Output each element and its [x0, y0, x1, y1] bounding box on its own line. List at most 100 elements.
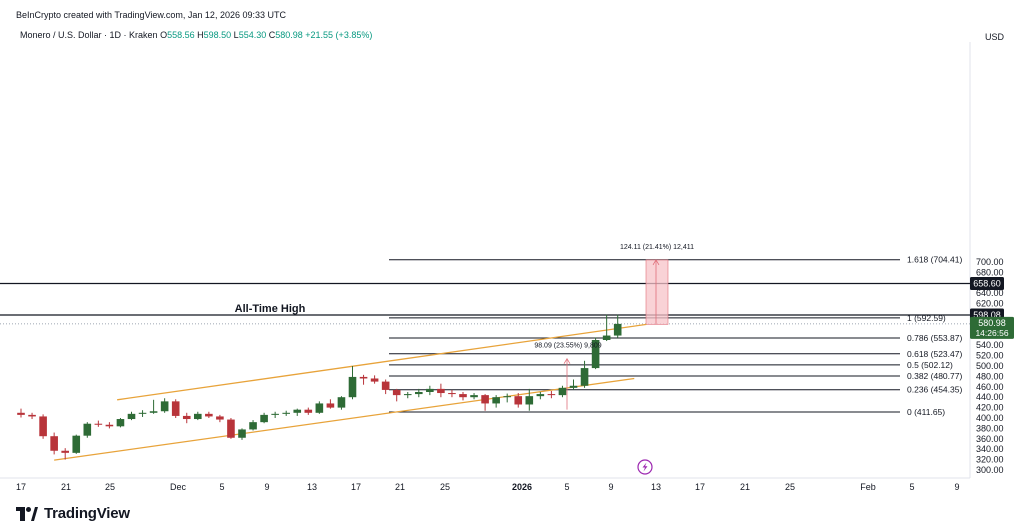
candle[interactable]: [392, 388, 401, 402]
measure-label: 98.09 (23.55%) 9,809: [534, 343, 601, 350]
y-tick-label: 360.00: [976, 434, 1004, 444]
candle[interactable]: [304, 407, 313, 415]
candle-body: [437, 388, 445, 394]
fib-level-label: 0 (411.65): [907, 407, 945, 417]
x-tick-label: 25: [785, 482, 795, 492]
currency-label[interactable]: USD: [985, 32, 1005, 42]
candle[interactable]: [216, 414, 224, 423]
x-tick-label: 21: [395, 482, 405, 492]
candle[interactable]: [227, 418, 235, 439]
candle[interactable]: [426, 385, 434, 396]
candle-body: [492, 397, 500, 404]
candle[interactable]: [194, 411, 202, 421]
candle[interactable]: [536, 392, 545, 400]
candle-body: [459, 394, 467, 398]
candle[interactable]: [481, 394, 489, 411]
symbol-name[interactable]: Monero / U.S. Dollar · 1D · Kraken: [20, 30, 158, 40]
candle[interactable]: [171, 399, 180, 418]
target-measure-label: 124.11 (21.41%) 12,411: [620, 244, 694, 251]
candle-body: [525, 396, 534, 405]
candle[interactable]: [105, 422, 114, 429]
candle-body: [558, 387, 567, 396]
candle-body: [448, 393, 456, 395]
candle[interactable]: [182, 412, 191, 424]
channel-upper-line[interactable]: [117, 323, 647, 401]
candle-body: [116, 419, 125, 427]
candle[interactable]: [127, 411, 136, 421]
last-price-text: 580.98: [978, 318, 1006, 328]
fib-level-label: 0.5 (502.12): [907, 360, 953, 370]
candle[interactable]: [271, 411, 279, 418]
x-tick-label: 25: [440, 482, 450, 492]
candle[interactable]: [558, 385, 567, 398]
candle[interactable]: [249, 420, 257, 431]
candle[interactable]: [138, 410, 147, 417]
candle[interactable]: [470, 393, 478, 400]
candle[interactable]: [149, 399, 158, 414]
x-tick-label: Feb: [860, 482, 876, 492]
candle[interactable]: [437, 383, 445, 398]
x-tick-label: 25: [105, 482, 115, 492]
candle[interactable]: [39, 414, 47, 439]
candle[interactable]: [403, 392, 412, 399]
candle[interactable]: [613, 314, 622, 338]
target-zone[interactable]: [645, 259, 669, 325]
y-tick-label: 700.00: [976, 257, 1004, 267]
candle[interactable]: [591, 337, 600, 370]
candle-body: [227, 419, 235, 438]
candle[interactable]: [359, 374, 368, 385]
candle[interactable]: [315, 401, 324, 414]
candle[interactable]: [492, 395, 500, 408]
candle[interactable]: [580, 360, 589, 388]
candle[interactable]: [503, 393, 511, 403]
candle[interactable]: [381, 379, 390, 395]
y-tick-label: 420.00: [976, 403, 1004, 413]
candle[interactable]: [260, 412, 268, 424]
fib-level-label: 0.382 (480.77): [907, 371, 962, 381]
candle[interactable]: [326, 399, 335, 409]
candle[interactable]: [547, 390, 556, 399]
y-tick-label: 640.00: [976, 288, 1004, 298]
candle-body: [72, 435, 81, 453]
candle-body: [182, 415, 191, 420]
channel-lower-line[interactable]: [54, 377, 635, 461]
candle[interactable]: [50, 432, 58, 455]
candle[interactable]: [238, 428, 246, 440]
candle-body: [127, 413, 136, 420]
ath-label: All-Time High: [235, 303, 306, 315]
candle[interactable]: [525, 388, 534, 411]
y-tick-label: 300.00: [976, 465, 1004, 475]
y-tick-label: 400.00: [976, 413, 1004, 423]
candle[interactable]: [569, 379, 578, 390]
candle[interactable]: [61, 448, 69, 460]
candle-body: [94, 423, 103, 425]
candle-body: [613, 323, 622, 336]
fib-level-label: 1 (592.59): [907, 313, 946, 323]
candle[interactable]: [160, 398, 169, 413]
y-tick-label: 380.00: [976, 423, 1004, 433]
candle[interactable]: [17, 408, 25, 418]
candle[interactable]: [94, 420, 103, 427]
candle-body: [415, 392, 423, 395]
candle[interactable]: [83, 422, 92, 438]
candle[interactable]: [348, 366, 357, 400]
candle[interactable]: [415, 388, 423, 398]
tradingview-logo-icon: [16, 506, 38, 521]
candle[interactable]: [282, 410, 290, 416]
candle-body: [370, 378, 379, 382]
candle[interactable]: [337, 396, 346, 410]
candle[interactable]: [370, 375, 379, 384]
candle[interactable]: [602, 314, 611, 342]
candle[interactable]: [459, 392, 467, 401]
candle[interactable]: [72, 434, 81, 454]
candle[interactable]: [28, 412, 36, 420]
candle[interactable]: [293, 408, 302, 416]
candle[interactable]: [205, 411, 213, 418]
candle[interactable]: [448, 389, 456, 398]
candle[interactable]: [514, 393, 523, 408]
candle[interactable]: [116, 418, 125, 428]
candle-body: [50, 436, 58, 451]
event-marker-icon[interactable]: [637, 459, 653, 475]
tradingview-logo: TradingView: [16, 505, 130, 522]
